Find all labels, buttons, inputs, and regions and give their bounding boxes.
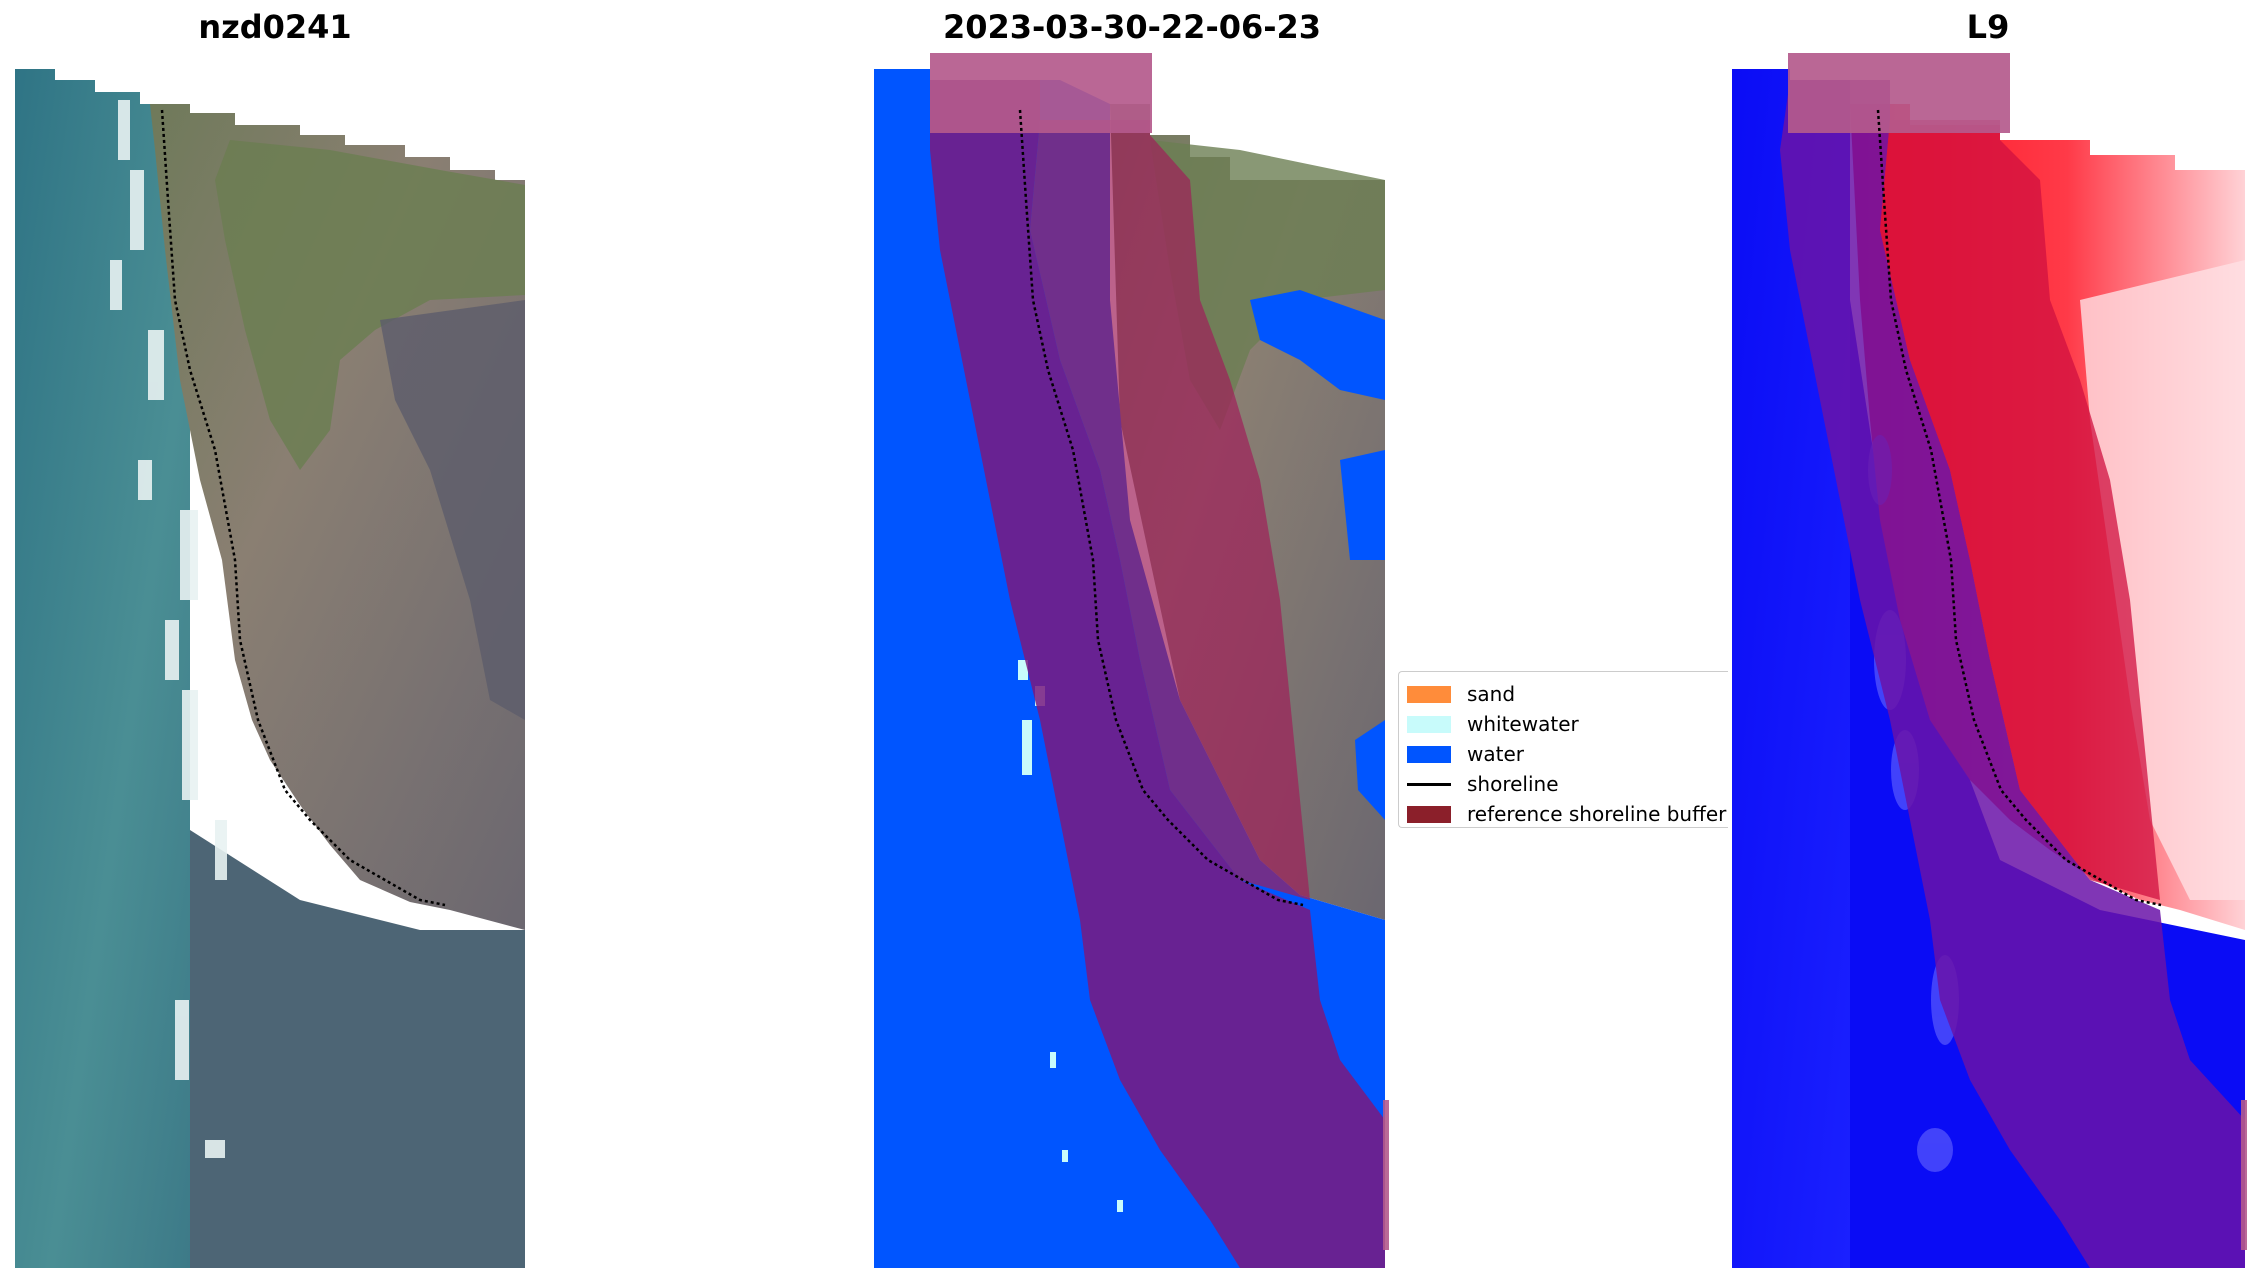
class-buffer-water-side xyxy=(930,80,1385,1268)
rgb-surf-foam xyxy=(110,100,227,1158)
rgb-dark-sediment xyxy=(380,300,525,720)
legend-label-sand: sand xyxy=(1467,682,1516,706)
index-buffer-water-side xyxy=(1780,80,2245,1268)
index-land-light xyxy=(2080,260,2245,900)
legend-item-whitewater: whitewater xyxy=(1407,709,1579,739)
legend-item-shoreline: shoreline xyxy=(1407,769,1559,799)
panel-title-index: L9 xyxy=(1966,8,2010,46)
index-buffer-top-block xyxy=(1788,53,2010,133)
rgb-sea xyxy=(15,69,190,1268)
whitewater-swatch xyxy=(1407,715,1451,733)
class-water-inland-3 xyxy=(1355,720,1385,820)
legend-label-buffer: reference shoreline buffer xyxy=(1467,802,1727,826)
legend-item-water: water xyxy=(1407,739,1524,769)
class-water-inland-2 xyxy=(1340,450,1385,560)
sand-swatch xyxy=(1407,685,1451,703)
rgb-deep-water xyxy=(190,830,525,1268)
class-buffer-edge xyxy=(1383,1100,1389,1250)
water-swatch xyxy=(1407,745,1451,763)
panel-title-rgb: nzd0241 xyxy=(198,8,352,46)
legend-label-water: water xyxy=(1467,742,1524,766)
rgb-shoreline xyxy=(160,109,446,907)
buffer-swatch xyxy=(1407,805,1451,823)
legend: sand whitewater water shoreline referenc… xyxy=(1398,671,1728,828)
index-buffer-land-side xyxy=(1880,120,2160,900)
panel-title-classified: 2023-03-30-22-06-23 xyxy=(942,8,1322,46)
legend-item-sand: sand xyxy=(1407,679,1515,709)
rgb-image-panel xyxy=(15,69,525,1268)
legend-label-whitewater: whitewater xyxy=(1467,712,1579,736)
class-water-inland xyxy=(1250,290,1385,400)
legend-label-shoreline: shoreline xyxy=(1467,772,1559,796)
legend-item-buffer: reference shoreline buffer xyxy=(1407,799,1727,827)
index-buffer-edge xyxy=(2241,1100,2247,1250)
class-shoreline xyxy=(1018,109,1304,907)
index-image-panel xyxy=(1732,53,2247,1268)
rgb-vegetation xyxy=(215,140,525,470)
class-buffer-land-side xyxy=(1030,120,1310,900)
class-buffer-top-block xyxy=(930,53,1152,133)
shoreline-swatch xyxy=(1407,782,1451,786)
index-shoreline xyxy=(1876,109,2162,907)
classified-image-panel xyxy=(874,53,1389,1268)
